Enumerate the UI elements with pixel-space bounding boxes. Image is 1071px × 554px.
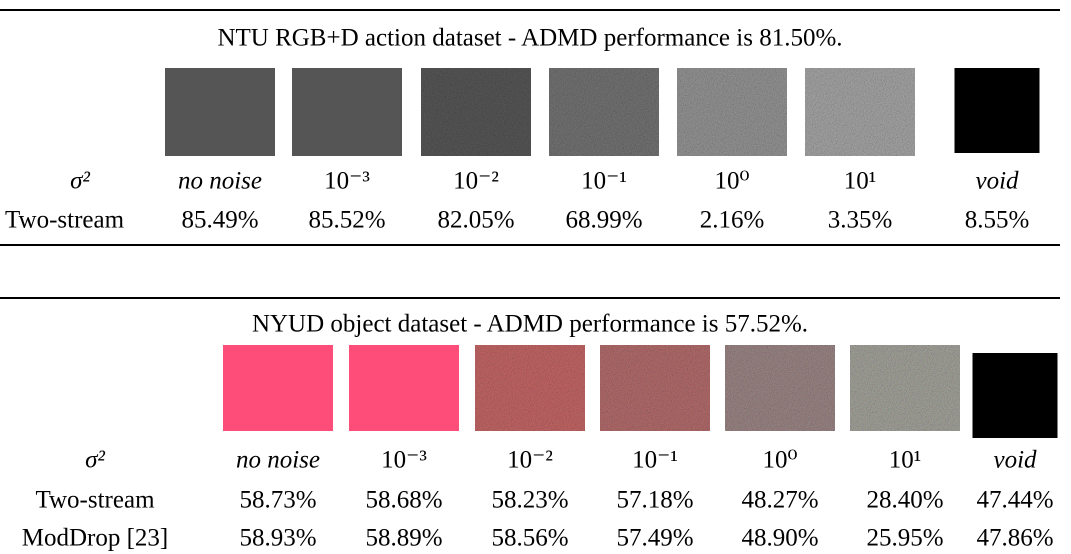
column-header: void [993, 447, 1037, 474]
cell: 25.95% [866, 525, 943, 552]
sample-image [725, 345, 835, 431]
row-label: Two-stream [35, 487, 155, 514]
cell: 68.99% [565, 207, 642, 234]
column-header: 10⁰ [714, 168, 749, 195]
caption: NYUD object dataset - ADMD performance i… [252, 311, 808, 338]
column-header: 10¹ [844, 168, 877, 195]
cell: 58.56% [491, 525, 568, 552]
header-label: σ² [70, 168, 90, 195]
sample-image [549, 68, 659, 156]
column-header: 10⁰ [762, 447, 797, 474]
row-label: Two-stream [5, 207, 125, 234]
cell: 57.18% [616, 487, 693, 514]
sample-image [165, 68, 275, 156]
column-header: 10⁻³ [381, 447, 427, 474]
cell: 2.16% [700, 207, 765, 234]
sample-image [973, 353, 1058, 438]
cell: 47.44% [976, 487, 1053, 514]
sample-image [292, 68, 402, 156]
row-label: ModDrop [23] [22, 525, 169, 552]
cell: 58.89% [365, 525, 442, 552]
sample-image [677, 68, 787, 156]
column-header: 10⁻² [507, 447, 553, 474]
cell: 57.49% [616, 525, 693, 552]
cell: 85.52% [308, 207, 385, 234]
cell: 58.73% [239, 487, 316, 514]
cell: 28.40% [866, 487, 943, 514]
column-header: no noise [236, 447, 320, 474]
cell: 8.55% [965, 207, 1030, 234]
cell: 48.27% [741, 487, 818, 514]
cell: 85.49% [181, 207, 258, 234]
caption: NTU RGB+D action dataset - ADMD performa… [217, 25, 842, 52]
cell: 82.05% [437, 207, 514, 234]
cell: 3.35% [828, 207, 893, 234]
cell: 58.93% [239, 525, 316, 552]
column-header: no noise [178, 168, 262, 195]
column-header: 10⁻¹ [581, 168, 627, 195]
cell: 47.86% [976, 525, 1053, 552]
column-header: 10⁻³ [324, 168, 370, 195]
column-header: 10⁻² [453, 168, 499, 195]
cell: 58.68% [365, 487, 442, 514]
sample-image [805, 68, 915, 156]
sample-image [955, 68, 1040, 153]
page: NTU RGB+D action dataset - ADMD performa… [0, 0, 1071, 554]
sample-image [600, 345, 710, 431]
figure: NTU RGB+D action dataset - ADMD performa… [0, 0, 1071, 554]
cell: 48.90% [741, 525, 818, 552]
sample-image [223, 345, 333, 431]
cell: 58.23% [491, 487, 568, 514]
sample-image [475, 345, 585, 431]
header-label: σ² [85, 447, 105, 474]
column-header: 10⁻¹ [632, 447, 678, 474]
sample-image [421, 68, 531, 156]
sample-image [850, 345, 960, 431]
column-header: void [975, 168, 1019, 195]
sample-image [349, 345, 459, 431]
column-header: 10¹ [889, 447, 922, 474]
